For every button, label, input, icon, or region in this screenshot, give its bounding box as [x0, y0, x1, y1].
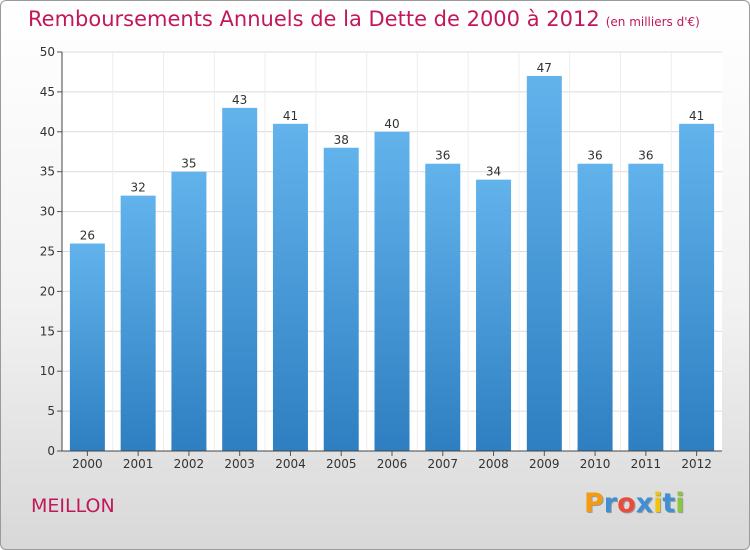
y-tick-label: 10 — [40, 364, 55, 378]
bar — [272, 123, 308, 451]
bar-value-label: 32 — [131, 181, 146, 195]
bar-value-label: 35 — [181, 157, 196, 171]
x-tick-label: 2005 — [326, 457, 357, 471]
bar-value-label: 26 — [80, 229, 95, 243]
y-tick-label: 5 — [47, 404, 55, 418]
chart-title: Remboursements Annuels de la Dette de 20… — [28, 7, 700, 31]
x-tick-label: 2000 — [72, 457, 103, 471]
bar-value-label: 41 — [689, 109, 704, 123]
logo-letter: t — [662, 488, 676, 519]
logo-letter: x — [635, 488, 654, 519]
x-tick-label: 2008 — [478, 457, 509, 471]
y-tick-label: 45 — [40, 85, 55, 99]
y-tick-label: 0 — [47, 444, 55, 458]
y-tick-label: 25 — [40, 245, 55, 259]
bar — [120, 195, 156, 451]
y-tick-label: 40 — [40, 125, 55, 139]
bar — [171, 171, 207, 451]
bar-value-label: 34 — [486, 165, 501, 179]
logo-letter: r — [603, 488, 618, 519]
y-tick-label: 50 — [40, 45, 55, 59]
bar — [628, 163, 664, 451]
bar-value-label: 38 — [334, 133, 349, 147]
bar — [476, 179, 512, 451]
y-tick-label: 35 — [40, 165, 55, 179]
y-tick-label: 20 — [40, 284, 55, 298]
logo-letter: o — [617, 488, 636, 519]
logo-letter: i — [653, 488, 663, 519]
bar — [222, 107, 258, 452]
bar — [526, 75, 562, 451]
bar-value-label: 36 — [435, 149, 450, 163]
bar-value-label: 47 — [537, 61, 552, 75]
bar — [577, 163, 613, 451]
bar — [374, 131, 410, 452]
x-tick-label: 2002 — [174, 457, 205, 471]
x-tick-label: 2007 — [427, 457, 458, 471]
y-tick-label: 15 — [40, 324, 55, 338]
logo-letter: i — [675, 488, 685, 519]
bar-value-label: 36 — [638, 149, 653, 163]
bar — [69, 243, 105, 451]
bar-value-label: 41 — [283, 109, 298, 123]
bar-value-label: 43 — [232, 93, 247, 107]
bar — [425, 163, 461, 451]
chart-title-text: Remboursements Annuels de la Dette de 20… — [28, 7, 600, 31]
bar-value-label: 36 — [587, 149, 602, 163]
x-tick-label: 2006 — [377, 457, 408, 471]
x-tick-label: 2001 — [123, 457, 154, 471]
x-tick-label: 2004 — [275, 457, 306, 471]
chart-subtitle: (en milliers d'€) — [605, 15, 700, 29]
bar — [679, 123, 715, 451]
logo-letter: P — [584, 488, 604, 519]
x-tick-label: 2012 — [681, 457, 712, 471]
commune-name: MEILLON — [31, 495, 115, 517]
x-tick-label: 2003 — [224, 457, 255, 471]
bar-value-label: 40 — [384, 117, 399, 131]
x-tick-label: 2009 — [529, 457, 560, 471]
x-tick-label: 2010 — [580, 457, 611, 471]
bar — [323, 147, 359, 451]
x-tick-label: 2011 — [631, 457, 662, 471]
y-tick-label: 30 — [40, 205, 55, 219]
proxiti-logo: Proxiti — [584, 488, 685, 519]
